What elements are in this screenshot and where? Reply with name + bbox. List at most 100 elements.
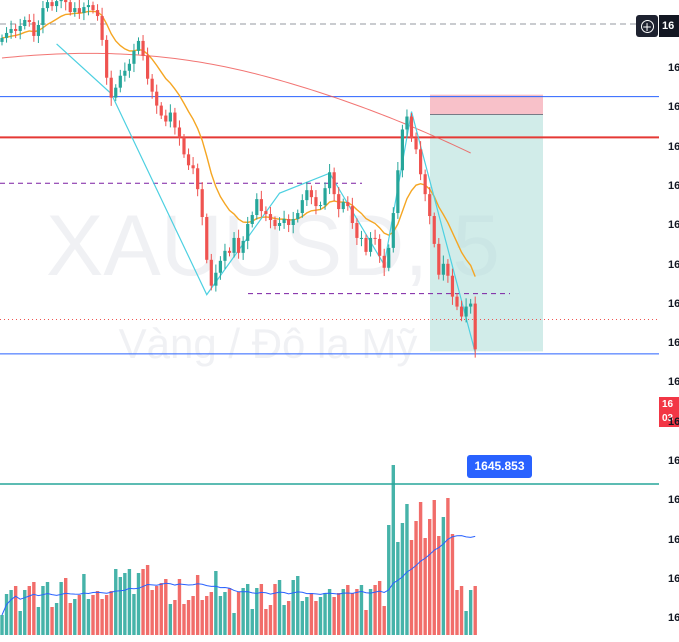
candle-body xyxy=(459,306,464,317)
volume-bar xyxy=(409,540,414,635)
plus-icon: + xyxy=(640,19,654,34)
symbol-watermark: XAUUSD, 5 xyxy=(46,198,500,294)
price-axis-tick-label: 16 xyxy=(668,533,679,546)
candle-body xyxy=(100,16,104,40)
volume-bar xyxy=(73,599,77,635)
candle-body xyxy=(214,272,218,286)
candle-body xyxy=(323,188,327,206)
volume-bar xyxy=(177,579,182,635)
volume-bar xyxy=(227,588,232,635)
candle-body xyxy=(400,129,404,171)
volume-bar xyxy=(359,585,364,635)
volume-bar xyxy=(414,521,418,635)
volume-bar xyxy=(273,584,277,635)
volume-bar xyxy=(286,601,291,635)
price-axis-tick-label: 16 xyxy=(668,140,679,153)
candle-body xyxy=(259,199,263,212)
price-axis-tick-label: 16 xyxy=(668,297,679,310)
candle-body xyxy=(132,50,136,64)
volume-bar xyxy=(18,611,22,635)
candle-body xyxy=(136,40,141,51)
volume-bar xyxy=(391,465,395,635)
candle-body xyxy=(64,0,68,3)
volume-bar xyxy=(468,590,473,635)
volume-bar xyxy=(182,604,186,635)
volume-bar xyxy=(36,607,41,635)
volume-bar xyxy=(214,571,218,635)
volume-bar xyxy=(450,534,455,635)
target-price-badge[interactable]: 1645.853 xyxy=(467,455,532,478)
volume-bar xyxy=(446,498,450,635)
volume-bar xyxy=(373,585,377,635)
price-axis-tick-label: 16 xyxy=(668,62,679,74)
candle-body xyxy=(232,237,236,253)
candle-body xyxy=(205,217,209,260)
volume-bar xyxy=(264,609,268,635)
volume-bar xyxy=(455,590,459,635)
candle-body xyxy=(186,154,191,166)
volume-bar xyxy=(159,583,163,635)
volume-bar xyxy=(387,525,391,635)
volume-bar xyxy=(305,597,309,635)
candle-body xyxy=(14,28,18,31)
volume-bar xyxy=(232,613,236,635)
candle-body xyxy=(268,214,273,221)
volume-ma-line xyxy=(1,535,476,616)
volume-bar xyxy=(464,611,468,635)
volume-bar xyxy=(205,596,209,635)
price-axis-tick-label: 16 xyxy=(668,337,679,350)
candle-body xyxy=(368,237,373,252)
candle-body xyxy=(68,2,72,13)
volume-bar xyxy=(418,502,423,635)
candle-body xyxy=(177,127,182,138)
candle-body xyxy=(350,206,354,223)
candle-body xyxy=(159,105,163,116)
volume-bar xyxy=(459,586,464,635)
candle-body xyxy=(450,275,455,297)
volume-bar xyxy=(68,603,72,635)
candle-body xyxy=(18,25,22,31)
volume-bar xyxy=(155,586,159,635)
volume-bar xyxy=(405,504,409,635)
candle-body xyxy=(0,37,4,42)
candle-body xyxy=(127,63,131,71)
candle-body xyxy=(241,240,245,253)
price-axis-tick-label: 16 xyxy=(668,376,679,389)
candle-body xyxy=(196,168,200,190)
volume-bar xyxy=(255,588,259,635)
candle-body xyxy=(264,211,268,215)
volume-bar xyxy=(355,589,359,635)
crosshair-price-label: 16 xyxy=(659,15,679,37)
volume-bar xyxy=(396,542,400,635)
candle-body xyxy=(428,194,432,217)
candle-body xyxy=(291,219,295,225)
candle-body xyxy=(109,77,113,98)
volume-bar xyxy=(32,582,36,635)
volume-bar xyxy=(132,594,136,635)
candle-body xyxy=(223,250,227,261)
volume-bar xyxy=(350,593,355,635)
price-axis-tick-label: 16 xyxy=(668,179,679,192)
candle-body xyxy=(86,5,91,8)
volume-bar xyxy=(241,588,245,635)
volume-bar xyxy=(337,593,341,635)
candle-body xyxy=(146,55,150,79)
price-axis-tick-label: 16 xyxy=(668,415,679,428)
volume-bar xyxy=(77,595,82,635)
candle-body xyxy=(287,219,291,225)
candle-body xyxy=(469,303,473,307)
candle-body xyxy=(437,243,441,275)
add-alert-button[interactable]: + xyxy=(636,15,658,37)
volume-bar xyxy=(250,609,254,635)
candle-body xyxy=(414,138,418,150)
candle-body xyxy=(36,24,40,36)
volume-bar xyxy=(145,565,150,635)
candle-body xyxy=(378,238,382,256)
candle-body xyxy=(423,174,427,195)
candle-body xyxy=(296,213,300,220)
volume-bar xyxy=(191,596,195,635)
volume-bar xyxy=(296,576,300,635)
stop-loss-zone xyxy=(430,94,543,115)
